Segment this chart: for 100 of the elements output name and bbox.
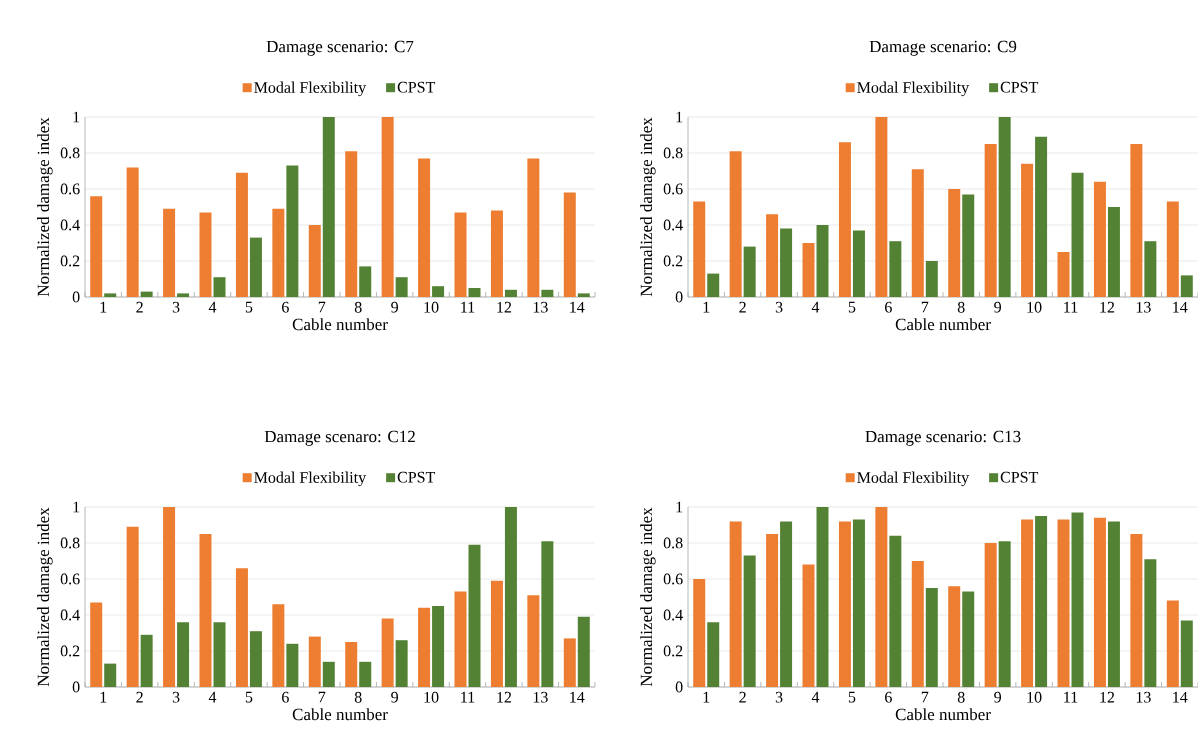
bar xyxy=(1107,206,1120,297)
bar xyxy=(984,143,997,297)
y-tick-label: 0 xyxy=(72,291,80,303)
bar xyxy=(998,541,1011,687)
bar xyxy=(948,188,961,297)
bar xyxy=(235,172,248,297)
y-tick-label: 0.6 xyxy=(60,573,80,585)
x-tick-label: 12 xyxy=(497,691,512,703)
x-tick-label: 14 xyxy=(1173,691,1188,703)
y-tick-label: 0.2 xyxy=(60,645,80,657)
bar xyxy=(527,158,540,297)
x-tick-label: 11 xyxy=(461,301,475,313)
bar xyxy=(213,622,226,687)
bar xyxy=(490,210,503,297)
x-tick-label: 12 xyxy=(1100,691,1115,703)
x-tick-label: 11 xyxy=(1064,301,1078,313)
x-tick-label: 5 xyxy=(848,691,856,703)
legend-label: Modal Flexibility xyxy=(254,81,367,97)
bar xyxy=(852,519,865,687)
bar xyxy=(381,116,394,297)
x-tick-label: 11 xyxy=(1064,691,1078,703)
bar xyxy=(766,534,779,687)
bar xyxy=(1144,559,1157,687)
bar xyxy=(984,543,997,687)
bar xyxy=(780,521,793,687)
y-axis-title: Normalized damage index xyxy=(37,117,53,297)
x-tick-label: 11 xyxy=(461,691,475,703)
x-tick-label: 7 xyxy=(921,301,929,313)
bar xyxy=(235,568,248,687)
x-tick-label: 14 xyxy=(570,691,585,703)
x-tick-label: 4 xyxy=(811,301,820,313)
x-tick-label: 13 xyxy=(533,301,548,313)
bar xyxy=(345,642,358,687)
bar xyxy=(1180,620,1193,687)
legend-label: Modal Flexibility xyxy=(254,471,367,487)
bar xyxy=(527,595,540,687)
y-tick-label: 0.6 xyxy=(663,183,683,195)
y-tick-label: 0.6 xyxy=(663,573,683,585)
bar xyxy=(1180,275,1193,297)
x-tick-label: 2 xyxy=(739,301,746,313)
bar xyxy=(286,165,299,297)
bar xyxy=(1035,136,1048,297)
bar xyxy=(875,507,888,687)
bar xyxy=(766,214,779,297)
x-tick-label: 5 xyxy=(245,691,253,703)
y-tick-label: 0.8 xyxy=(60,147,80,159)
x-tick-label: 10 xyxy=(1027,691,1042,703)
bar xyxy=(272,604,285,687)
bar xyxy=(838,521,851,687)
bar xyxy=(249,631,262,687)
bar xyxy=(140,634,153,687)
bar xyxy=(998,116,1011,297)
x-tick-label: 9 xyxy=(994,301,1001,313)
x-tick-label: 9 xyxy=(994,691,1001,703)
bar xyxy=(816,507,829,687)
y-tick-label: 0.2 xyxy=(60,255,80,267)
x-tick-label: 8 xyxy=(354,691,362,703)
bar xyxy=(308,636,321,687)
x-tick-label: 6 xyxy=(885,301,892,313)
bar xyxy=(177,622,190,687)
x-tick-label: 2 xyxy=(136,301,143,313)
legend-label: CPST xyxy=(1000,81,1039,93)
chart-title: Damage scenaro: C12 xyxy=(264,430,415,446)
bar xyxy=(308,225,321,297)
y-axis-title: Normalized damage index xyxy=(640,117,656,297)
chart-title: Damage scenario: C9 xyxy=(869,40,1017,56)
bar xyxy=(322,661,335,687)
bar xyxy=(454,591,467,687)
bar xyxy=(563,192,576,297)
bar xyxy=(1107,521,1120,687)
bar xyxy=(249,237,262,297)
y-tick-label: 0 xyxy=(675,681,683,693)
bar xyxy=(322,116,335,297)
x-tick-label: 12 xyxy=(497,301,512,313)
bar xyxy=(504,289,517,297)
x-tick-label: 13 xyxy=(533,691,548,703)
y-tick-label: 0.2 xyxy=(663,645,683,657)
bar xyxy=(199,212,212,297)
bar xyxy=(395,277,408,297)
bar xyxy=(948,586,961,687)
bar xyxy=(199,534,212,687)
y-tick-label: 0 xyxy=(675,291,683,303)
bar xyxy=(911,169,924,297)
x-tick-label: 10 xyxy=(424,691,439,703)
bar xyxy=(490,580,503,687)
bar xyxy=(345,151,358,297)
y-tick-label: 1 xyxy=(676,501,683,513)
bar xyxy=(1166,600,1179,687)
x-tick-label: 14 xyxy=(570,301,585,313)
bar xyxy=(707,273,720,297)
bar xyxy=(177,293,190,297)
bar xyxy=(432,606,445,687)
x-tick-label: 6 xyxy=(885,691,892,703)
y-tick-label: 0.4 xyxy=(60,609,80,621)
x-tick-label: 10 xyxy=(424,301,439,313)
bar xyxy=(126,167,139,297)
bar xyxy=(802,564,815,687)
legend-label: CPST xyxy=(397,81,436,93)
x-tick-label: 9 xyxy=(391,691,398,703)
bar xyxy=(381,618,394,687)
